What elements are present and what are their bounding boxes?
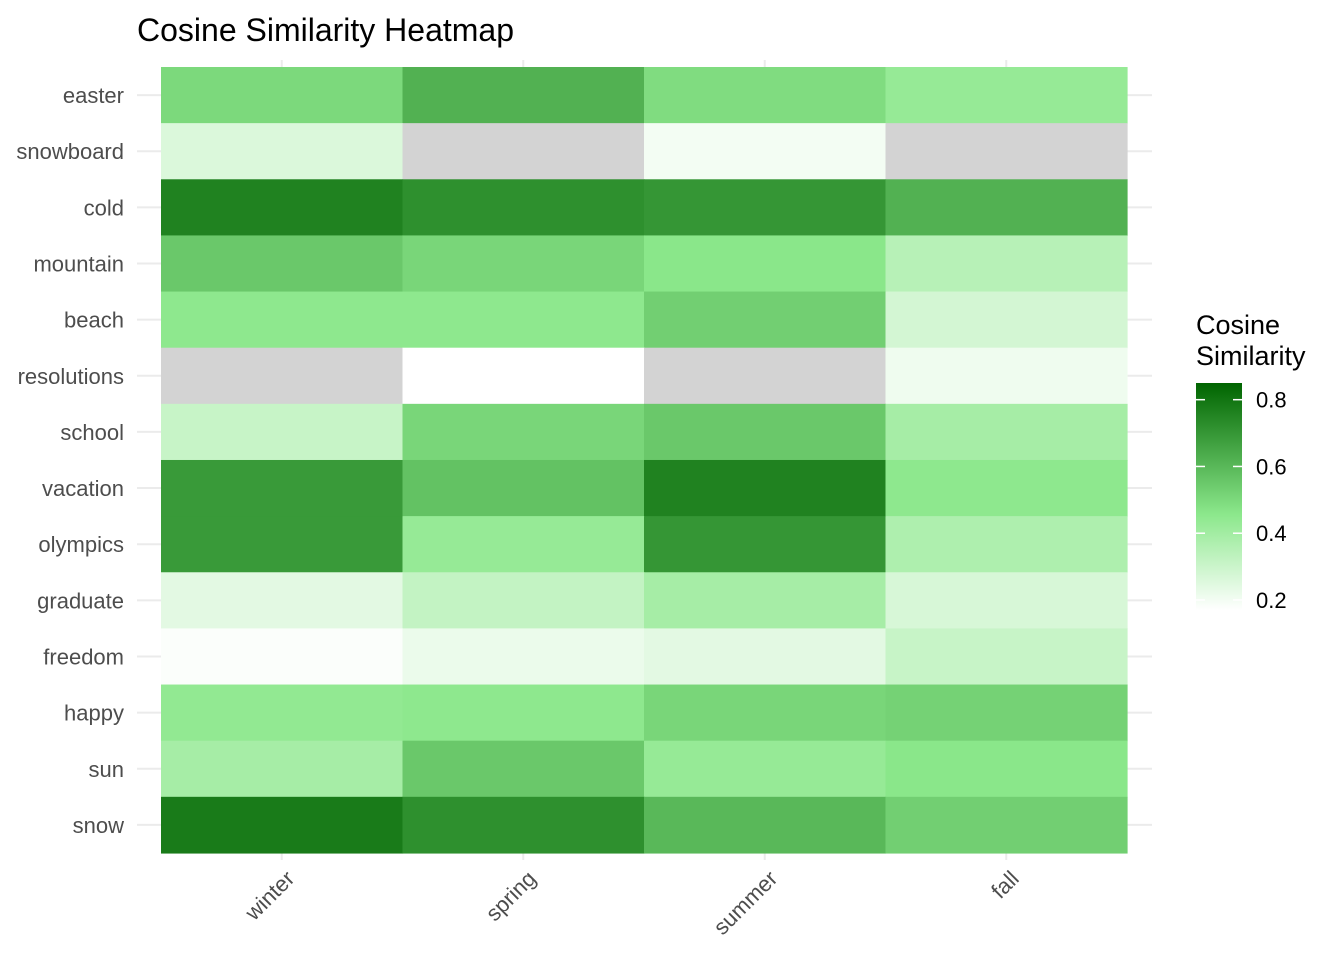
heatmap-cell-happy-summer xyxy=(644,684,887,742)
heatmap-cells xyxy=(161,67,1128,854)
heatmap-cell-vacation-summer xyxy=(644,459,887,517)
heatmap-cell-beach-summer xyxy=(644,291,887,349)
heatmap-cell-snow-winter xyxy=(161,796,404,854)
heatmap-cell-resolutions-winter xyxy=(161,347,404,405)
legend-tick-label: 0.6 xyxy=(1256,455,1287,480)
heatmap-cell-vacation-winter xyxy=(161,459,404,517)
heatmap-cell-snow-spring xyxy=(402,796,645,854)
legend-tick-label: 0.8 xyxy=(1256,388,1287,413)
y-tick-label-resolutions: resolutions xyxy=(18,364,124,389)
heatmap-cell-mountain-summer xyxy=(644,235,887,293)
y-tick-label-freedom: freedom xyxy=(43,645,124,670)
y-tick-label-school: school xyxy=(60,420,124,445)
y-tick-label-mountain: mountain xyxy=(33,252,124,277)
heatmap-cell-snowboard-summer xyxy=(644,123,887,180)
heatmap-cell-easter-summer xyxy=(644,67,887,124)
heatmap-cell-happy-spring xyxy=(402,684,645,742)
heatmap-cell-graduate-summer xyxy=(644,572,887,629)
heatmap-cell-graduate-spring xyxy=(402,572,645,629)
heatmap-cell-freedom-fall xyxy=(885,628,1128,686)
y-tick-label-snowboard: snowboard xyxy=(16,139,124,164)
chart-title: Cosine Similarity Heatmap xyxy=(137,12,514,48)
legend-title-line-1: Cosine xyxy=(1196,310,1280,340)
y-tick-label-easter: easter xyxy=(63,83,124,108)
heatmap-cell-school-winter xyxy=(161,403,404,461)
heatmap-cell-cold-winter xyxy=(161,179,404,237)
x-tick-label-summer: summer xyxy=(708,866,782,940)
heatmap-cell-freedom-summer xyxy=(644,628,887,686)
x-tick-label-spring: spring xyxy=(481,866,541,926)
y-tick-label-sun: sun xyxy=(89,757,124,782)
x-tick-label-winter: winter xyxy=(239,866,299,926)
heatmap-cell-sun-spring xyxy=(402,740,645,798)
heatmap-cell-sun-summer xyxy=(644,740,887,798)
heatmap-cell-easter-winter xyxy=(161,67,404,124)
heatmap-cell-cold-fall xyxy=(885,179,1128,237)
heatmap-cell-school-fall xyxy=(885,403,1128,461)
x-tick-label-fall: fall xyxy=(986,866,1024,904)
y-axis-labels: easter snowboard cold mountain beach resoluti… xyxy=(16,83,124,838)
heatmap-cell-olympics-fall xyxy=(885,516,1128,573)
heatmap-cell-school-spring xyxy=(402,403,645,461)
heatmap-cell-easter-fall xyxy=(885,67,1128,124)
heatmap-cell-olympics-winter xyxy=(161,516,404,573)
heatmap-cell-happy-winter xyxy=(161,684,404,742)
heatmap-cell-mountain-fall xyxy=(885,235,1128,293)
x-axis-labels: winter spring summer fall xyxy=(239,866,1023,940)
heatmap-cell-cold-spring xyxy=(402,179,645,237)
heatmap-cell-graduate-fall xyxy=(885,572,1128,629)
heatmap-cell-freedom-winter xyxy=(161,628,404,686)
heatmap-cell-cold-summer xyxy=(644,179,887,237)
heatmap-cell-resolutions-fall xyxy=(885,347,1128,405)
color-legend: Cosine Similarity 0.8 0.6 0.4 0.2 xyxy=(1196,310,1306,613)
y-tick-label-cold: cold xyxy=(84,195,124,220)
heatmap-cell-mountain-winter xyxy=(161,235,404,293)
y-tick-label-olympics: olympics xyxy=(38,532,124,557)
heatmap-cell-sun-winter xyxy=(161,740,404,798)
legend-colorbar xyxy=(1196,383,1242,610)
heatmap-cell-happy-fall xyxy=(885,684,1128,742)
heatmap-cell-freedom-spring xyxy=(402,628,645,686)
y-tick-label-graduate: graduate xyxy=(37,588,124,613)
heatmap-cell-graduate-winter xyxy=(161,572,404,629)
heatmap-cell-snowboard-fall xyxy=(885,123,1128,180)
heatmap-cell-school-summer xyxy=(644,403,887,461)
heatmap-cell-mountain-spring xyxy=(402,235,645,293)
heatmap-cell-snowboard-winter xyxy=(161,123,404,180)
heatmap-cell-olympics-summer xyxy=(644,516,887,573)
heatmap-cell-resolutions-summer xyxy=(644,347,887,405)
heatmap-cell-olympics-spring xyxy=(402,516,645,573)
heatmap-cell-snow-summer xyxy=(644,796,887,854)
heatmap-cell-beach-fall xyxy=(885,291,1128,349)
y-tick-label-happy: happy xyxy=(64,701,124,726)
heatmap-cell-snow-fall xyxy=(885,796,1128,854)
heatmap-cell-beach-spring xyxy=(402,291,645,349)
heatmap-cell-sun-fall xyxy=(885,740,1128,798)
heatmap-cell-snowboard-spring xyxy=(402,123,645,180)
y-tick-label-beach: beach xyxy=(64,308,124,333)
legend-tick-label: 0.2 xyxy=(1256,588,1287,613)
y-tick-label-vacation: vacation xyxy=(42,476,124,501)
heatmap-cell-easter-spring xyxy=(402,67,645,124)
heatmap-cell-beach-winter xyxy=(161,291,404,349)
heatmap-cell-vacation-fall xyxy=(885,459,1128,517)
heatmap-cell-vacation-spring xyxy=(402,459,645,517)
y-tick-label-snow: snow xyxy=(73,813,124,838)
heatmap-cell-resolutions-spring xyxy=(402,347,645,405)
legend-tick-label: 0.4 xyxy=(1256,521,1287,546)
legend-ticks: 0.8 0.6 0.4 0.2 xyxy=(1196,388,1287,613)
legend-title-line-2: Similarity xyxy=(1196,341,1306,371)
